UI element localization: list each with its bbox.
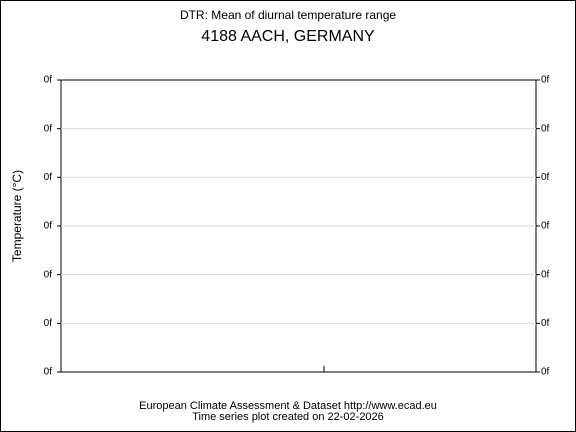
- y2-tick-label: 0f: [541, 269, 550, 280]
- y2-tick-label: 0f: [541, 318, 550, 329]
- y2-tick-label: 0f: [541, 75, 550, 86]
- y2-tick-label: 0f: [541, 221, 550, 232]
- y-tick-label: 0f: [44, 221, 53, 232]
- chart-title: DTR: Mean of diurnal temperature range: [180, 8, 396, 22]
- y-tick-label: 0f: [44, 123, 53, 134]
- y-axis-label: Temperature (°C): [10, 170, 24, 262]
- y-tick-label: 0f: [44, 318, 53, 329]
- footer-line: Time series plot created on 22-02-2026: [192, 411, 384, 423]
- footer-line: European Climate Assessment & Dataset ht…: [139, 400, 437, 412]
- chart-subtitle: 4188 AACH, GERMANY: [201, 28, 375, 45]
- y-tick-label: 0f: [44, 269, 53, 280]
- y2-tick-label: 0f: [541, 123, 550, 134]
- y-tick-label: 0f: [44, 172, 53, 183]
- y2-tick-label: 0f: [541, 367, 550, 378]
- y-tick-label: 0f: [44, 367, 53, 378]
- y-tick-label: 0f: [44, 75, 53, 86]
- y2-tick-label: 0f: [541, 172, 550, 183]
